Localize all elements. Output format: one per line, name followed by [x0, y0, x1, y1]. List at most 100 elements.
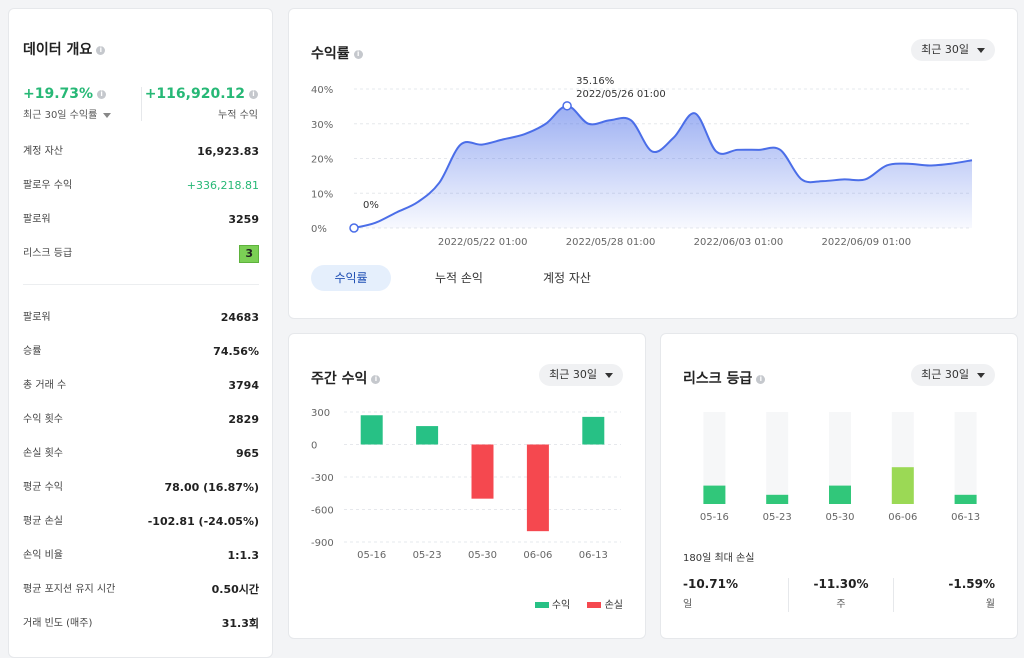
- x-tick-label: 06-13: [951, 512, 980, 523]
- tab-return[interactable]: 수익률: [311, 265, 391, 291]
- y-tick-label: 30%: [311, 120, 333, 131]
- stat-value: 24683: [220, 311, 259, 324]
- stat-value: 3794: [228, 379, 259, 392]
- bar: [471, 444, 494, 499]
- stat-value: 16,923.83: [197, 145, 259, 158]
- risk-bar: [954, 494, 977, 504]
- stat-value: 3259: [228, 213, 259, 226]
- x-tick-label: 05-23: [413, 550, 442, 561]
- y-tick-label: 300: [311, 408, 330, 419]
- risk-badge: 3: [239, 245, 259, 263]
- stat-row: 손익 비율 1:1.3: [23, 546, 259, 566]
- info-icon[interactable]: i: [249, 89, 258, 99]
- tab-cumulative-pnl[interactable]: 누적 손익: [435, 271, 483, 285]
- risk-title: 리스크 등급 i: [683, 368, 766, 388]
- x-tick-label: 06-13: [579, 550, 608, 561]
- y-tick-label: 20%: [311, 155, 333, 166]
- x-tick-label: 06-06: [888, 512, 917, 523]
- x-tick-label: 05-16: [357, 550, 386, 561]
- x-tick-label: 2022/06/09 01:00: [821, 237, 911, 248]
- stat-row: 팔로우 수익 +336,218.81: [23, 176, 259, 196]
- info-icon[interactable]: i: [96, 45, 106, 55]
- risk-bar: [891, 467, 914, 504]
- return-title: 수익률 i: [311, 43, 363, 63]
- legend-loss: 손실: [604, 600, 623, 611]
- weekly-legend: 수익 손실: [534, 596, 623, 611]
- kpi-return-value: +19.73%: [23, 86, 94, 102]
- stat-label: 팔로우 수익: [23, 180, 73, 191]
- x-tick-label: 06-06: [523, 550, 552, 561]
- x-tick-label: 05-30: [468, 550, 497, 561]
- chevron-down-icon: [977, 372, 985, 378]
- risk-bar: [703, 485, 726, 504]
- peak-point: [562, 101, 572, 111]
- bar: [526, 444, 549, 532]
- stat-label: 평균 손실: [23, 516, 63, 527]
- stat-row: 거래 빈도 (매주) 31.3회: [23, 614, 259, 634]
- stat-value: 78.00 (16.87%): [164, 481, 260, 494]
- x-tick-label: 05-16: [700, 512, 729, 523]
- period-select[interactable]: 최근 30일: [539, 364, 623, 386]
- risk-bar: [829, 485, 851, 504]
- stat-row: 리스크 등급 3: [23, 244, 259, 264]
- divider: [23, 284, 259, 285]
- bar: [582, 416, 605, 445]
- y-tick-label: 10%: [311, 189, 333, 200]
- kpi-return-label[interactable]: 최근 30일 수익률: [23, 106, 112, 121]
- y-tick-label: -300: [311, 473, 334, 484]
- info-icon[interactable]: i: [756, 374, 766, 384]
- info-icon[interactable]: i: [371, 374, 381, 384]
- mdd-week: -11.30% 주: [813, 577, 869, 610]
- risk-bar-track: [954, 412, 977, 504]
- bar: [360, 415, 383, 445]
- stat-value: 1:1.3: [227, 549, 259, 562]
- chevron-down-icon[interactable]: [103, 112, 112, 118]
- y-tick-label: 0: [311, 441, 317, 452]
- x-tick-label: 2022/06/03 01:00: [694, 237, 784, 248]
- mdd-label: 월: [985, 599, 995, 610]
- stat-value: 2829: [228, 413, 259, 426]
- x-tick-label: 2022/05/22 01:00: [438, 237, 528, 248]
- legend-swatch-profit: [534, 602, 549, 608]
- return-line: [353, 104, 973, 229]
- period-select[interactable]: 최근 30일: [911, 364, 995, 386]
- divider: [893, 578, 894, 612]
- overview-title: 데이터 개요 i: [23, 39, 106, 59]
- mdd-label: 일: [683, 599, 693, 610]
- start-point: [349, 223, 359, 233]
- stat-label: 손익 비율: [23, 550, 63, 561]
- info-icon[interactable]: i: [353, 49, 363, 59]
- mdd-month: -1.59% 월: [948, 577, 995, 610]
- y-tick-label: 40%: [311, 85, 333, 96]
- mdd-title: 180일 최대 손실: [683, 553, 755, 564]
- x-tick-label: 05-30: [825, 512, 854, 523]
- legend-swatch-loss: [587, 602, 602, 608]
- risk-bar-track: [766, 412, 789, 504]
- return-card: 수익률 i 최근 30일 0% 10% 20% 30% 40% 2022/05/22 01:…: [288, 8, 1018, 319]
- x-tick-label: 2022/05/28 01:00: [566, 237, 656, 248]
- stat-value: 31.3회: [221, 617, 259, 630]
- stat-value: -102.81 (-24.05%): [147, 515, 259, 528]
- tab-account-assets[interactable]: 계정 자산: [543, 271, 591, 285]
- stat-row: 평균 손실 -102.81 (-24.05%): [23, 512, 259, 532]
- mdd-label: 주: [836, 599, 846, 610]
- stat-row: 평균 포지션 유지 시간 0.50시간: [23, 580, 259, 600]
- y-tick-label: -900: [311, 538, 334, 549]
- stat-label: 팔로워: [23, 214, 51, 225]
- stat-label: 평균 포지션 유지 시간: [23, 584, 116, 595]
- risk-bar-track: [829, 412, 851, 504]
- kpi-pnl-value: +116,920.12: [144, 86, 245, 102]
- stat-row: 팔로워 24683: [23, 308, 259, 328]
- stat-label: 거래 빈도 (매주): [23, 618, 93, 629]
- info-icon[interactable]: i: [97, 89, 107, 99]
- stat-value: 74.56%: [213, 345, 259, 358]
- period-select[interactable]: 최근 30일: [911, 39, 995, 61]
- stat-row: 수익 횟수 2829: [23, 410, 259, 430]
- tooltip-date: 2022/05/26 01:00: [576, 89, 666, 100]
- bar: [416, 426, 439, 445]
- overview-card: 데이터 개요 i +19.73% i 최근 30일 수익률 +116,920.12 i…: [8, 8, 273, 658]
- stat-row: 손실 횟수 965: [23, 444, 259, 464]
- return-chart: 0% 10% 20% 30% 40% 2022/05/22 01:00 2022/05/28…: [311, 76, 973, 248]
- stat-row: 승률 74.56%: [23, 342, 259, 362]
- risk-chart: 05-16 05-23 05-30 06-06 06-13: [700, 412, 980, 523]
